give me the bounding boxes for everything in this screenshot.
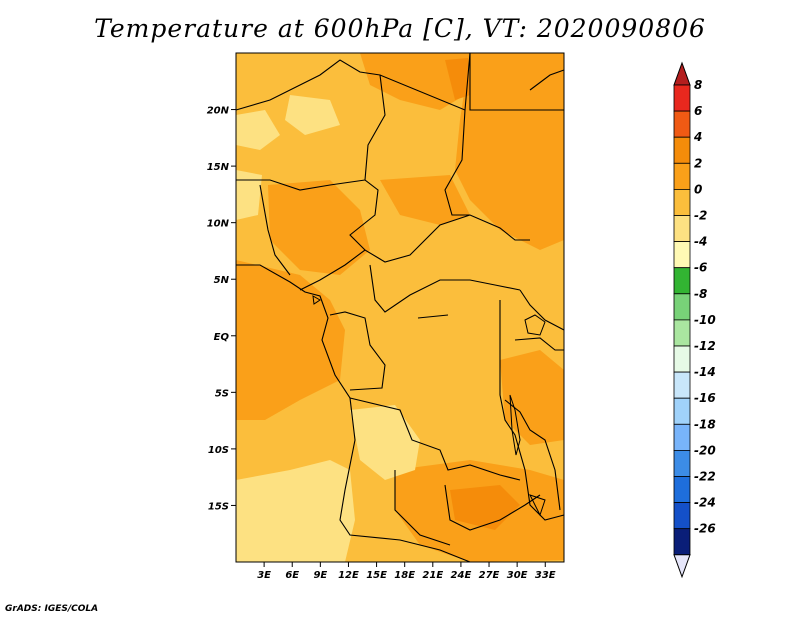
colorbar-level-label: -14 — [694, 365, 716, 379]
colorbar-level-label: 8 — [694, 78, 702, 92]
colorbar-swatch — [673, 162, 691, 190]
colorbar-level-label: -2 — [694, 209, 707, 223]
lon-tick-label: 27E — [479, 570, 500, 581]
colorbar-level-label: -26 — [694, 522, 716, 536]
colorbar-swatch — [673, 110, 691, 138]
colorbar-swatch — [673, 241, 691, 269]
colorbar-level-label: -8 — [694, 287, 707, 301]
latitude-axis: 20N 15N 10N 5N EQ 5S 10S 15S — [207, 106, 236, 512]
colorbar-bottom-arrow — [673, 554, 691, 579]
colorbar-level-label: -22 — [694, 470, 716, 484]
lon-tick-label: 18E — [394, 570, 415, 581]
lon-tick-label: 21E — [422, 570, 443, 581]
colorbar-swatch — [673, 136, 691, 164]
lat-tick-label: 15N — [207, 162, 230, 173]
colorbar-level-label: 6 — [694, 104, 702, 118]
lakes — [312, 295, 546, 517]
colorbar-level-label: -20 — [694, 443, 716, 457]
colorbar-level-label: -12 — [694, 339, 716, 353]
map-plot-area — [235, 52, 565, 563]
colorbar-level-label: 2 — [694, 156, 702, 170]
lat-tick-label: 5S — [215, 388, 229, 399]
lon-tick-label: 6E — [285, 570, 299, 581]
colorbar-swatch — [673, 188, 691, 216]
colorbar-swatch — [673, 476, 691, 504]
lon-tick-label: 33E — [535, 570, 556, 581]
lon-tick-label: 15E — [366, 570, 387, 581]
colorbar-swatch — [673, 371, 691, 399]
colorbar-level-label: -4 — [694, 235, 707, 249]
colorbar-swatch — [673, 215, 691, 243]
country-borders — [235, 52, 565, 563]
colorbar-level-label: -18 — [694, 417, 716, 431]
colorbar: 8 6 4 2 0 -2 -4 -6 -8 -10 -12 -14 -16 -18 -20 -22 -24 -26 — [673, 61, 716, 579]
warm-regions — [236, 53, 564, 562]
colorbar-swatch — [673, 345, 691, 373]
colorbar-level-label: -16 — [694, 391, 716, 405]
lat-tick-label: 20N — [207, 106, 230, 117]
longitude-axis: 3E 6E 9E 12E 15E 18E 21E 24E 27E 30E 33E — [257, 562, 556, 581]
cool-regions — [236, 95, 420, 562]
colorbar-swatch — [673, 449, 691, 477]
colorbar-level-label: -10 — [694, 313, 716, 327]
grads-credit: GrADS: IGES/COLA — [5, 604, 99, 614]
lon-tick-label: 3E — [257, 570, 271, 581]
colorbar-swatch — [673, 502, 691, 530]
colorbar-swatch — [673, 319, 691, 347]
colorbar-swatch — [673, 84, 691, 112]
colorbar-swatch — [673, 423, 691, 451]
lon-tick-label: 30E — [507, 570, 528, 581]
lat-tick-label: 5N — [214, 275, 230, 286]
colorbar-swatch — [673, 267, 691, 295]
colorbar-swatch — [673, 293, 691, 321]
lat-tick-label: 10S — [208, 445, 229, 456]
colorbar-level-label: -24 — [694, 496, 716, 510]
lon-tick-label: 24E — [451, 570, 472, 581]
lat-tick-label: 15S — [208, 501, 229, 512]
lat-tick-label: 10N — [207, 219, 230, 230]
colorbar-swatch — [673, 397, 691, 425]
colorbar-top-arrow — [673, 61, 691, 86]
colorbar-level-label: -6 — [694, 261, 707, 275]
map-frame — [235, 52, 565, 563]
colorbar-level-label: 4 — [693, 130, 702, 144]
lat-tick-label: EQ — [214, 332, 230, 343]
lon-tick-label: 9E — [313, 570, 327, 581]
colorbar-level-label: 0 — [694, 182, 702, 196]
map-title: Temperature at 600hPa [C], VT: 202009080… — [94, 14, 706, 43]
lon-tick-label: 12E — [338, 570, 359, 581]
colorbar-swatch — [673, 528, 691, 556]
